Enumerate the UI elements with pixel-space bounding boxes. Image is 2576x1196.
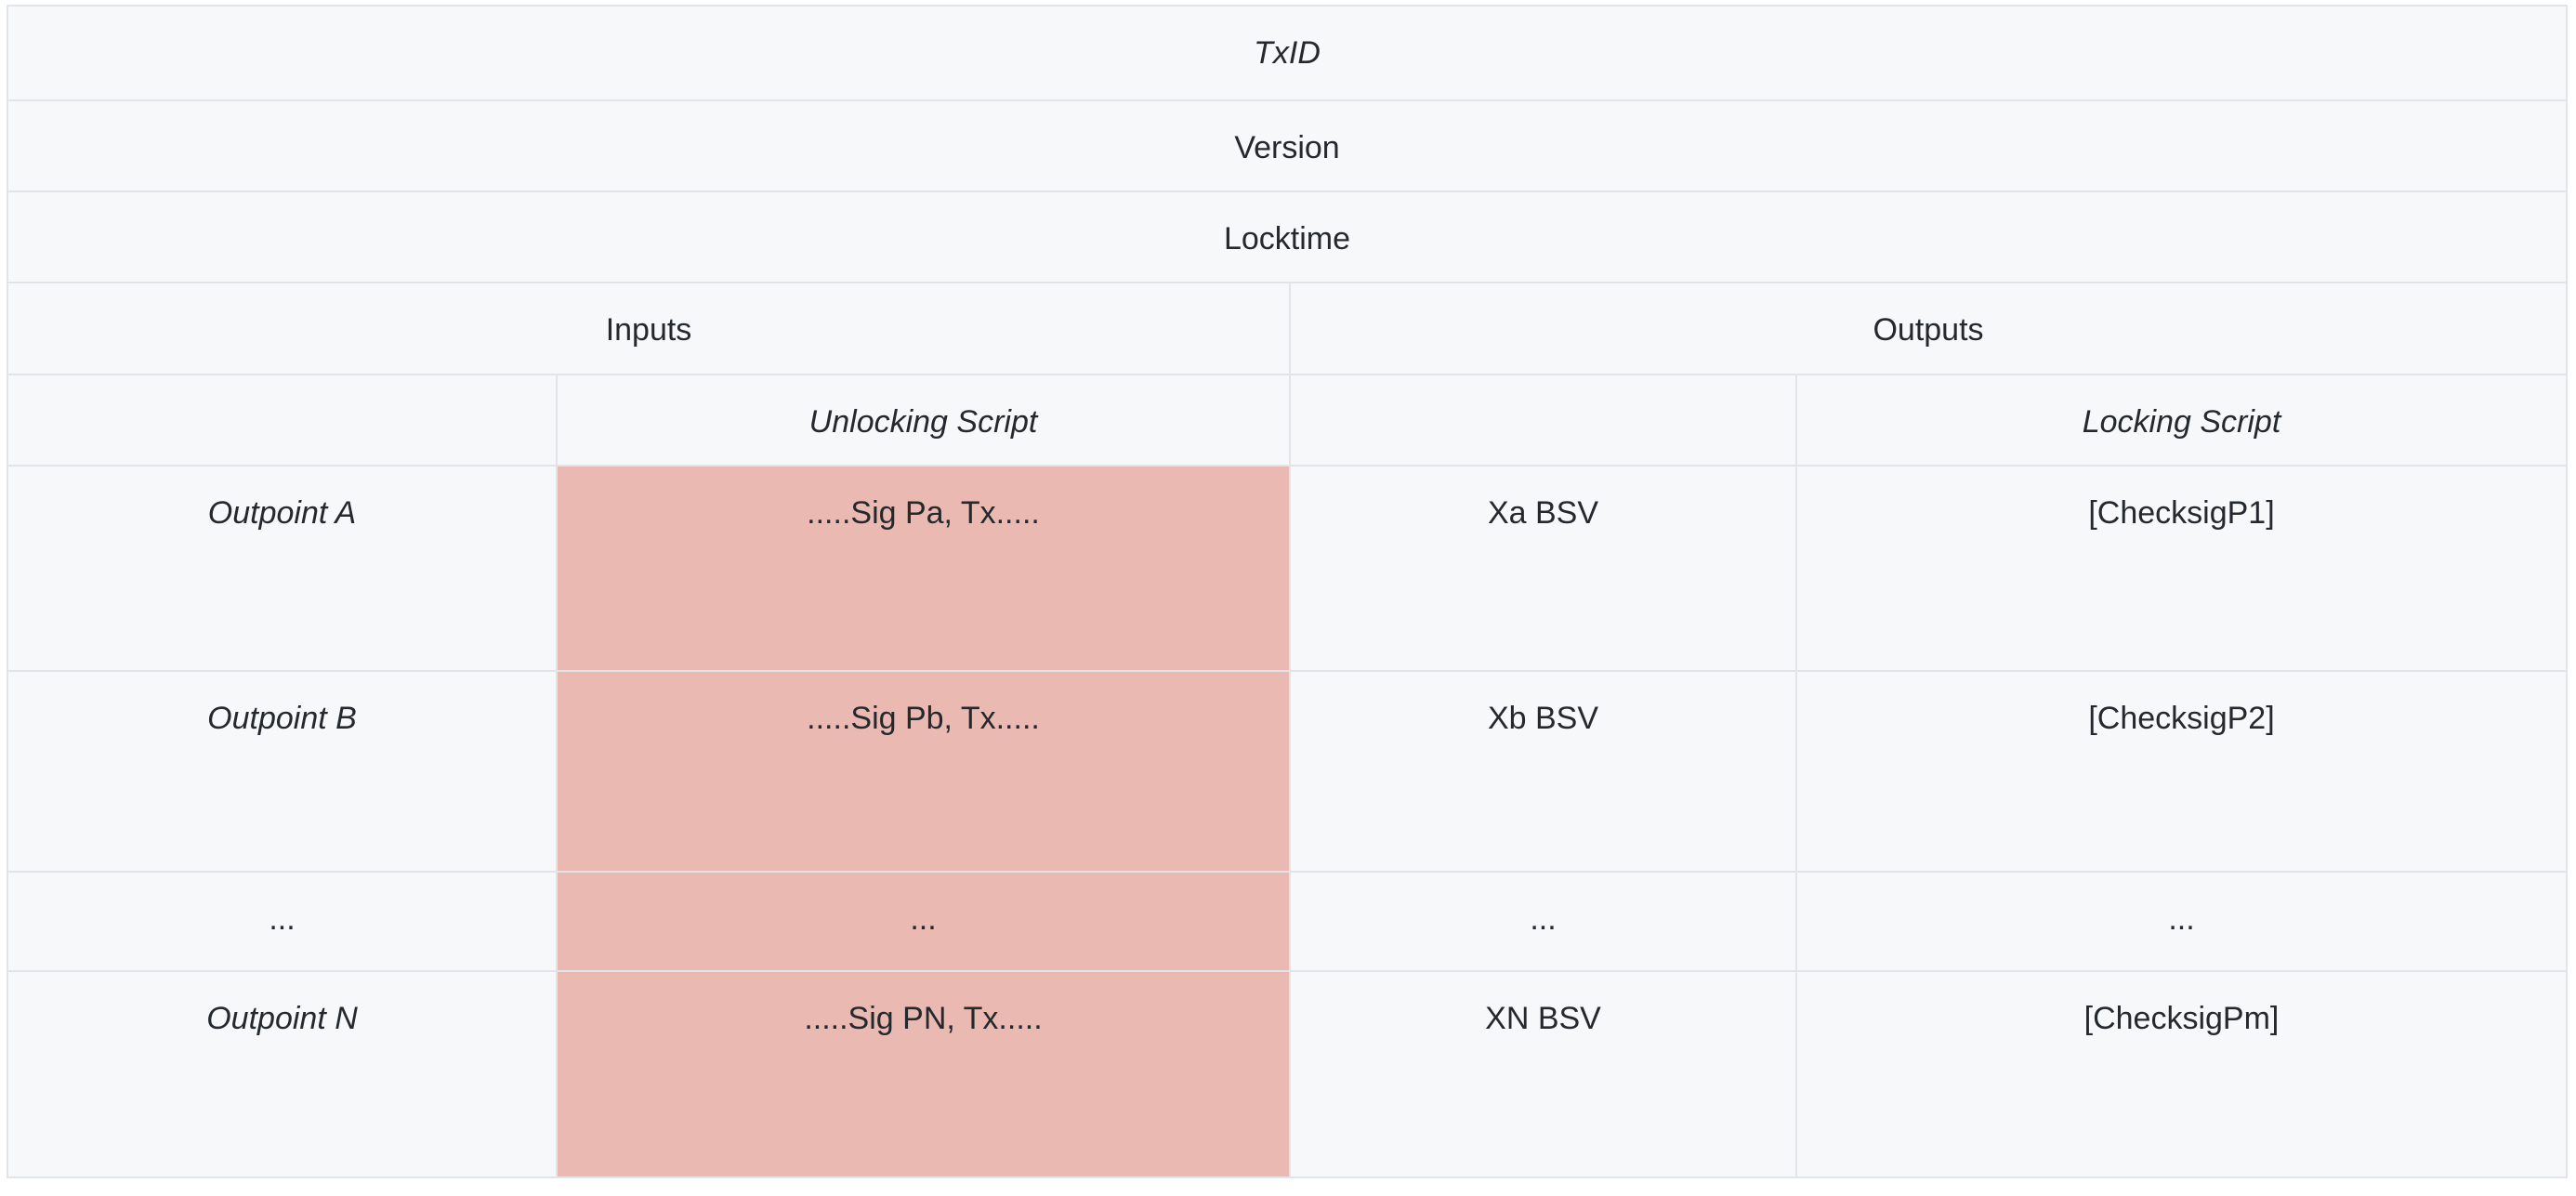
locking-script-cell: [ChecksigP2] [1794,670,2569,873]
amount-cell: Xb BSV [1289,670,1797,873]
unlocking-script-cell: .....Sig Pb, Tx..... [556,670,1291,873]
unlocking-script-cell: .....Sig Pa, Tx..... [556,465,1291,672]
transaction-structure-table: TxID Version Locktime Inputs Outputs Unl… [6,5,2569,1178]
txid-cell: TxID [6,5,2569,101]
amount-cell: XN BSV [1289,970,1797,1178]
version-row: Version [6,99,2569,192]
locking-script-header: Locking Script [1794,374,2569,467]
outputs-section-header: Outputs [1288,282,2569,375]
locking-script-cell: [ChecksigPm] [1794,970,2569,1178]
amount-cell: Xa BSV [1289,465,1797,672]
empty-amount-header-cell [1289,374,1797,467]
inputs-outputs-header-row: Inputs Outputs [7,282,2569,375]
amount-cell: ... [1289,871,1797,972]
script-header-row: Unlocking Script Locking Script [7,374,2569,467]
table-row-input-b: Outpoint B .....Sig Pb, Tx..... Xb BSV [… [7,670,2569,873]
locking-script-cell: [ChecksigP1] [1794,465,2569,672]
unlocking-script-cell: .....Sig PN, Tx..... [556,970,1291,1178]
unlocking-script-header: Unlocking Script [556,374,1291,467]
locking-script-cell: ... [1794,871,2569,972]
unlocking-script-cell: ... [556,871,1291,972]
outpoint-cell: ... [7,871,558,972]
inputs-section-header: Inputs [7,282,1291,375]
version-cell: Version [6,99,2569,192]
outpoint-cell: Outpoint B [7,670,558,873]
table-row-ellipsis: ... ... ... ... [7,871,2569,972]
txid-row: TxID [6,5,2569,101]
outpoint-cell: Outpoint N [7,970,558,1178]
empty-outpoint-header-cell [7,374,558,467]
table-row-input-a: Outpoint A .....Sig Pa, Tx..... Xa BSV [… [7,465,2569,672]
locktime-cell: Locktime [6,191,2569,283]
outpoint-cell: Outpoint A [7,465,558,672]
table-row-input-n: Outpoint N .....Sig PN, Tx..... XN BSV [… [7,970,2569,1178]
locktime-row: Locktime [6,191,2569,283]
